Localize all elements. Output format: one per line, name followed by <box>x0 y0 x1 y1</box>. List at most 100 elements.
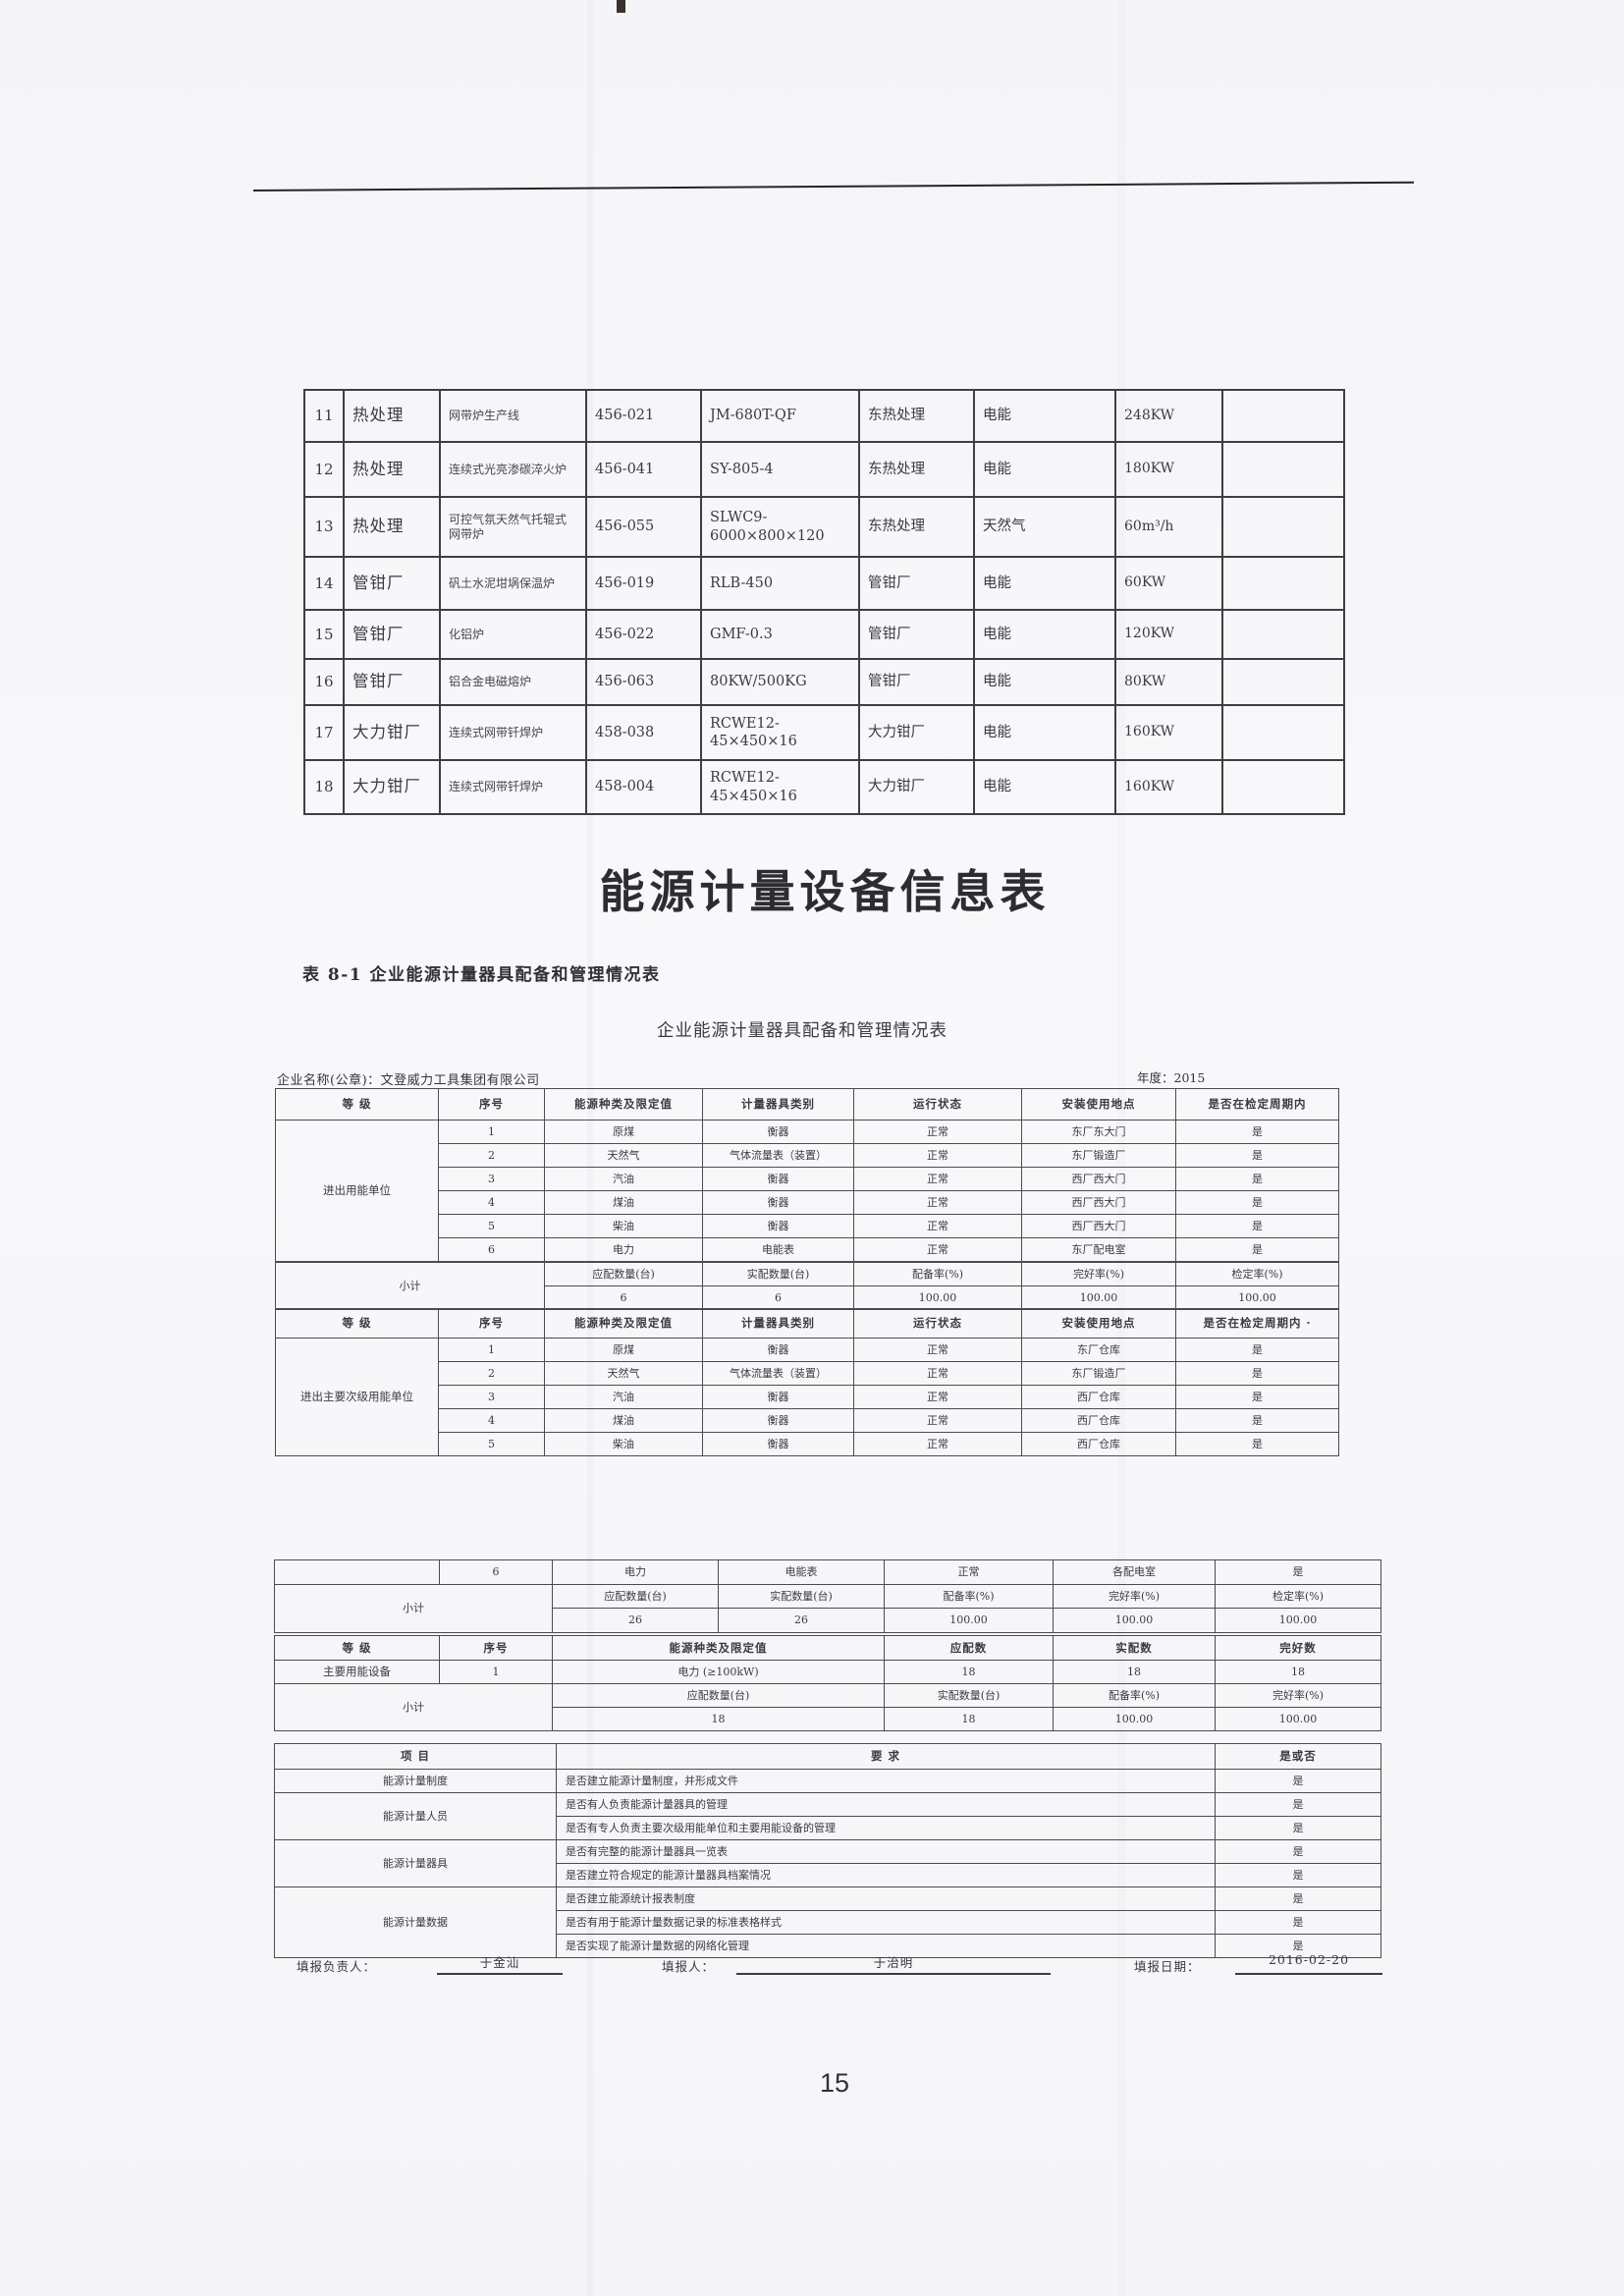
meters-table-primary: 等 级 序号 能源种类及限定值 计量器具类别 运行状态 安装使用地点 是否在检定… <box>275 1088 1339 1310</box>
table-row: 6 电力 电能表 正常 各配电室 是 <box>274 1559 1381 1585</box>
cell: 18 <box>1053 1660 1216 1684</box>
table-row: 15 管钳厂 化铝炉 456-022 GMF-0.3 管钳厂 电能 120KW <box>303 609 1345 660</box>
cell: 是 <box>1175 1120 1339 1144</box>
cell: 正常 <box>853 1237 1022 1263</box>
requirement-cell: 是否有专人负责主要次级用能单位和主要用能设备的管理 <box>556 1816 1216 1840</box>
cell: 热处理 <box>343 496 441 558</box>
report-date: 2016-02-20 <box>1235 1952 1382 1975</box>
cell: 是 <box>1215 1559 1381 1585</box>
cell: JM-680T-QF <box>700 389 860 443</box>
cell: 电力 <box>552 1559 719 1585</box>
requirement-cell: 是否有用于能源计量数据记录的标准表格样式 <box>556 1910 1216 1935</box>
group-label-cell: 能源计量器具 <box>274 1839 557 1887</box>
header-cell: 计量器具类别 <box>702 1308 854 1339</box>
table-row: 18 大力钳厂 连续式网带钎焊炉 458-004 RCWE12-45×450×1… <box>303 759 1345 815</box>
cell: 6 <box>439 1559 553 1585</box>
cell: 电能 <box>973 389 1116 443</box>
cell: 是 <box>1175 1214 1339 1238</box>
cell: 5 <box>438 1432 545 1456</box>
company-name-value: 文登威力工具集团有限公司 <box>380 1073 540 1088</box>
cell: 衡器 <box>702 1385 854 1409</box>
cell: 网带炉生产线 <box>439 389 587 443</box>
subtotal-value-row: 6 6 100.00 100.00 100.00 <box>276 1285 1339 1310</box>
header-cell: 项 目 <box>274 1743 557 1770</box>
cell: 正常 <box>853 1338 1022 1362</box>
cell: 456-063 <box>585 658 702 706</box>
cell: 456-021 <box>585 389 702 443</box>
cell: 西厂西大门 <box>1021 1167 1176 1191</box>
table-row: 12 热处理 连续式光亮渗碳淬火炉 456-041 SY-805-4 东热处理 … <box>303 441 1345 498</box>
cell: 6 <box>544 1285 703 1310</box>
table-row: 11 热处理 网带炉生产线 456-021 JM-680T-QF 东热处理 电能… <box>303 389 1345 443</box>
cell: 东厂东大门 <box>1021 1120 1176 1144</box>
cell-empty <box>1221 759 1345 815</box>
cell: 大力钳厂 <box>343 759 441 815</box>
table-row: 4 煤油 衡器 正常 西厂仓库 是 <box>276 1408 1339 1433</box>
subtotal-label-row: 小计 应配数量(台) 实配数量(台) 配备率(%) 完好率(%) 检定率(%) <box>274 1584 1381 1633</box>
cell: 正常 <box>853 1432 1022 1456</box>
cell: 18 <box>1215 1660 1381 1684</box>
table-row: 2 天然气 气体流量表（装置） 正常 东厂锻造厂 是 <box>276 1361 1339 1386</box>
header-cell: 安装使用地点 <box>1021 1088 1176 1121</box>
cell: 458-038 <box>585 704 702 761</box>
cell: 检定率(%) <box>1175 1261 1339 1286</box>
cell: 4 <box>438 1408 545 1433</box>
cell: 18 <box>552 1707 885 1731</box>
cell: 电能表 <box>718 1559 885 1585</box>
cell: 原煤 <box>544 1120 703 1144</box>
cell: 2 <box>438 1143 545 1168</box>
cell: 管钳厂 <box>858 609 975 660</box>
cell: 正常 <box>853 1120 1022 1144</box>
cell: 东厂锻造厂 <box>1021 1361 1176 1386</box>
page-number: 15 <box>819 2068 850 2098</box>
header-rule <box>252 181 1414 191</box>
table-caption: 表 8-1 企业能源计量器具配备和管理情况表 <box>302 965 661 985</box>
header-cell: 序号 <box>439 1635 553 1661</box>
answer-cell: 是 <box>1215 1816 1381 1840</box>
cell: 15 <box>303 609 345 660</box>
cell: 天然气 <box>544 1143 703 1168</box>
table-row: 13 热处理 可控气氛天然气托辊式网带炉 456-055 SLWC9-6000×… <box>303 496 1345 558</box>
table-header-row: 项 目 要 求 是或否 <box>274 1743 1381 1770</box>
table-header-row: 等 级 序号 能源种类及限定值 计量器具类别 运行状态 安装使用地点 是否在检定… <box>275 1308 1339 1339</box>
header-cell: 序号 <box>438 1088 545 1121</box>
cell: 3 <box>438 1167 545 1191</box>
cell: 60m³/h <box>1114 496 1223 558</box>
header-cell: 运行状态 <box>853 1088 1022 1121</box>
table-row: 是否有用于能源计量数据记录的标准表格样式 是 <box>275 1910 1381 1935</box>
table-row: 是否实现了能源计量数据的网络化管理 是 <box>275 1934 1381 1958</box>
page-title: 能源计量设备信息表 <box>599 865 1051 918</box>
subtotal-label-row: 小计 应配数量(台) 实配数量(台) 配备率(%) 完好率(%) 检定率(%) <box>275 1261 1339 1310</box>
cell-empty <box>1221 704 1345 761</box>
cell: 连续式网带钎焊炉 <box>439 759 587 815</box>
cell: 458-004 <box>585 759 702 815</box>
cell: 电能 <box>973 658 1116 706</box>
cell: 管钳厂 <box>343 609 441 660</box>
cell: 西厂西大门 <box>1021 1214 1176 1238</box>
header-cell: 实配数 <box>1053 1635 1216 1661</box>
cell: 电能 <box>973 609 1116 660</box>
cell: 是 <box>1175 1143 1339 1168</box>
answer-cell: 是 <box>1215 1886 1381 1911</box>
cell: 检定率(%) <box>1215 1584 1381 1609</box>
cell: 1 <box>438 1338 545 1362</box>
answer-cell: 是 <box>1215 1934 1381 1958</box>
cell: 汽油 <box>544 1167 703 1191</box>
header-cell: 是否在检定周期内 · <box>1175 1308 1339 1339</box>
table-row: 17 大力钳厂 连续式网带钎焊炉 458-038 RCWE12-45×450×1… <box>303 704 1345 761</box>
header-cell: 等 级 <box>275 1308 439 1339</box>
header-cell: 序号 <box>438 1308 545 1339</box>
cell: 160KW <box>1114 704 1223 761</box>
cell: 18 <box>884 1660 1054 1684</box>
table-row: 能源计量器具 是否有完整的能源计量器具一览表 是 <box>274 1839 1381 1887</box>
cell: 160KW <box>1114 759 1223 815</box>
table-header-row: 等 级 序号 能源种类及限定值 计量器具类别 运行状态 安装使用地点 是否在检定… <box>275 1088 1339 1121</box>
cell: 12 <box>303 441 345 498</box>
table-row: 14 管钳厂 矾土水泥坩埚保温炉 456-019 RLB-450 管钳厂 电能 … <box>303 556 1345 611</box>
cell: 化铝炉 <box>439 609 587 660</box>
cell: 60KW <box>1114 556 1223 611</box>
answer-cell: 是 <box>1215 1910 1381 1935</box>
cell: 100.00 <box>1053 1707 1216 1731</box>
table-row: 进出主要次级用能单位 1 原煤 衡器 正常 东厂仓库 是 <box>275 1338 1339 1456</box>
